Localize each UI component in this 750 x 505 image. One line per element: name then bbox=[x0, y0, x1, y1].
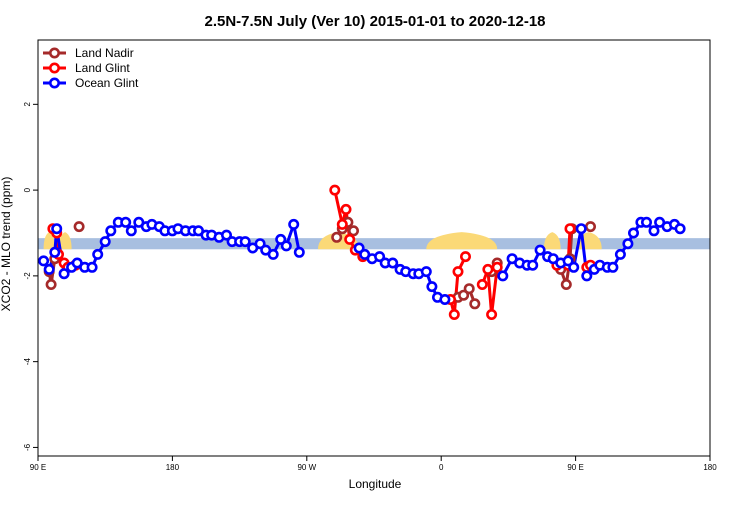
data-point-ocean-glint bbox=[267, 248, 279, 260]
land-region bbox=[426, 232, 498, 250]
data-point-ocean-glint bbox=[648, 225, 660, 237]
data-point-land-nadir bbox=[458, 289, 470, 301]
legend-marker bbox=[48, 77, 60, 89]
data-point-ocean-glint bbox=[627, 227, 639, 239]
data-point-land-glint bbox=[344, 233, 356, 245]
data-point-land-glint bbox=[482, 263, 494, 275]
x-tick-label: 90 W bbox=[297, 463, 316, 472]
data-point-ocean-glint bbox=[439, 293, 451, 305]
y-tick-label: -6 bbox=[23, 443, 32, 451]
data-point-land-glint bbox=[459, 251, 471, 263]
data-point-ocean-glint bbox=[99, 236, 111, 248]
x-tick-label: 0 bbox=[439, 463, 444, 472]
data-point-ocean-glint bbox=[374, 251, 386, 263]
y-axis-label: XCO2 - MLO trend (ppm) bbox=[0, 177, 13, 312]
data-point-ocean-glint bbox=[125, 225, 137, 237]
data-point-ocean-glint bbox=[51, 223, 63, 235]
legend-label: Land Glint bbox=[75, 61, 130, 75]
x-tick-label: 90 E bbox=[567, 463, 583, 472]
data-point-land-glint bbox=[329, 184, 341, 196]
data-point-ocean-glint bbox=[420, 266, 432, 278]
data-point-ocean-glint bbox=[49, 246, 61, 258]
data-point-ocean-glint bbox=[622, 238, 634, 250]
data-point-land-nadir bbox=[560, 278, 572, 290]
series-line-land-glint bbox=[480, 267, 499, 315]
data-point-ocean-glint bbox=[568, 261, 580, 273]
data-point-ocean-glint bbox=[293, 246, 305, 258]
data-point-ocean-glint bbox=[534, 244, 546, 256]
data-point-ocean-glint bbox=[614, 248, 626, 260]
data-point-land-nadir bbox=[73, 221, 85, 233]
plot-area: 90 E 180 90 W 0 90 E 180 2 0 -2 -4 -6 bbox=[23, 39, 717, 472]
data-point-ocean-glint bbox=[562, 255, 574, 267]
legend-marker bbox=[48, 47, 60, 59]
land-region bbox=[58, 232, 72, 250]
data-point-ocean-glint bbox=[426, 281, 438, 293]
legend-label: Land Nadir bbox=[75, 46, 134, 60]
land-region bbox=[543, 232, 561, 250]
data-point-land-glint bbox=[491, 261, 503, 273]
x-axis-label: Longitude bbox=[349, 477, 402, 491]
series-line-land-nadir bbox=[559, 228, 574, 286]
data-point-land-glint bbox=[448, 308, 460, 320]
data-point-ocean-glint bbox=[387, 257, 399, 269]
y-tick-label: 0 bbox=[23, 187, 32, 192]
data-point-ocean-glint bbox=[640, 216, 652, 228]
data-point-ocean-glint bbox=[280, 240, 292, 252]
x-tick-label: 90 E bbox=[30, 463, 46, 472]
data-point-ocean-glint bbox=[353, 242, 365, 254]
data-point-land-glint bbox=[452, 266, 464, 278]
data-point-land-nadir bbox=[45, 278, 57, 290]
data-point-ocean-glint bbox=[607, 261, 619, 273]
legend-label: Ocean Glint bbox=[75, 76, 139, 90]
data-point-land-glint bbox=[564, 223, 576, 235]
data-point-ocean-glint bbox=[58, 268, 70, 280]
data-point-land-nadir bbox=[469, 298, 481, 310]
data-point-ocean-glint bbox=[575, 223, 587, 235]
data-point-land-nadir bbox=[584, 221, 596, 233]
data-point-ocean-glint bbox=[527, 259, 539, 271]
data-point-ocean-glint bbox=[105, 225, 117, 237]
data-point-ocean-glint bbox=[275, 233, 287, 245]
data-point-land-glint bbox=[476, 278, 488, 290]
y-tick-label: -2 bbox=[23, 272, 32, 280]
chart-title: 2.5N-7.5N July (Ver 10) 2015-01-01 to 20… bbox=[204, 13, 545, 30]
data-point-ocean-glint bbox=[86, 261, 98, 273]
data-point-ocean-glint bbox=[43, 263, 55, 275]
data-point-ocean-glint bbox=[120, 216, 132, 228]
y-tick-label: 2 bbox=[23, 102, 32, 107]
data-point-ocean-glint bbox=[92, 248, 104, 260]
data-point-land-nadir bbox=[331, 231, 343, 243]
data-point-land-glint bbox=[486, 308, 498, 320]
reference-band bbox=[38, 238, 710, 250]
data-point-land-nadir bbox=[347, 225, 359, 237]
legend-marker bbox=[48, 62, 60, 74]
data-point-ocean-glint bbox=[581, 270, 593, 282]
data-point-ocean-glint bbox=[674, 223, 686, 235]
data-point-ocean-glint bbox=[288, 218, 300, 230]
series-line-land-glint bbox=[449, 255, 467, 315]
data-point-ocean-glint bbox=[38, 255, 50, 267]
data-point-land-glint bbox=[340, 203, 352, 215]
x-tick-label: 180 bbox=[703, 463, 717, 472]
y-tick-label: -4 bbox=[23, 358, 32, 366]
data-point-ocean-glint bbox=[221, 229, 233, 241]
data-point-land-glint bbox=[336, 218, 348, 230]
plot-frame bbox=[37, 39, 711, 457]
data-point-ocean-glint bbox=[497, 270, 509, 282]
data-point-ocean-glint bbox=[239, 236, 251, 248]
data-point-land-nadir bbox=[463, 283, 475, 295]
data-point-ocean-glint bbox=[254, 238, 266, 250]
x-tick-label: 180 bbox=[166, 463, 180, 472]
land-region bbox=[43, 232, 55, 250]
